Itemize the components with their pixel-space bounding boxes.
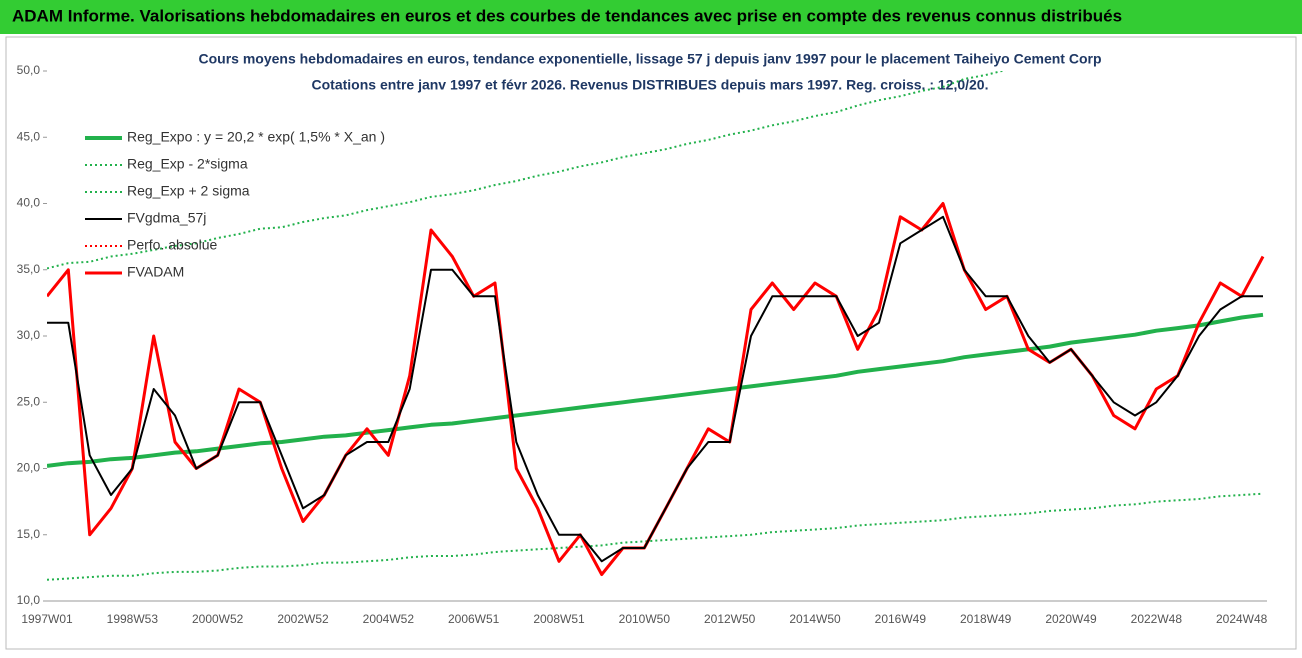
header-bar xyxy=(0,0,1302,34)
x-tick-label: 2020W49 xyxy=(1045,612,1097,626)
chart-title: Cours moyens hebdomadaires en euros, ten… xyxy=(198,51,1101,67)
x-tick-label: 2024W48 xyxy=(1216,612,1268,626)
series-line xyxy=(47,71,1006,270)
y-tick-label: 45,0 xyxy=(17,129,41,143)
y-tick-label: 25,0 xyxy=(17,394,41,408)
x-tick-label: 2006W51 xyxy=(448,612,500,626)
legend-label: FVADAM xyxy=(127,264,184,280)
y-tick-label: 30,0 xyxy=(17,328,41,342)
x-tick-label: 2010W50 xyxy=(619,612,671,626)
x-tick-label: 2014W50 xyxy=(789,612,841,626)
x-tick-label: 2022W48 xyxy=(1131,612,1183,626)
legend-label: Reg_Exp - 2*sigma xyxy=(127,156,248,172)
x-tick-label: 1997W01 xyxy=(21,612,73,626)
legend-label: Reg_Exp + 2 sigma xyxy=(127,183,250,199)
header-title: ADAM Informe. Valorisations hebdomadaire… xyxy=(12,6,1122,25)
legend-label: Perfo. absolue xyxy=(127,237,217,253)
x-tick-label: 2016W49 xyxy=(875,612,927,626)
x-tick-label: 2012W50 xyxy=(704,612,756,626)
y-tick-label: 15,0 xyxy=(17,527,41,541)
y-tick-label: 20,0 xyxy=(17,461,41,475)
x-tick-label: 2002W52 xyxy=(277,612,329,626)
legend-label: FVgdma_57j xyxy=(127,210,206,226)
x-tick-label: 2008W51 xyxy=(533,612,585,626)
chart-subtitle: Cotations entre janv 1997 et févr 2026. … xyxy=(312,77,989,93)
x-tick-label: 1998W53 xyxy=(107,612,159,626)
legend-label: Reg_Expo : y = 20,2 * exp( 1,5% * X_an ) xyxy=(127,129,385,145)
x-tick-label: 2000W52 xyxy=(192,612,244,626)
x-tick-label: 2018W49 xyxy=(960,612,1012,626)
series-line xyxy=(47,492,1264,581)
series-line xyxy=(47,312,1264,468)
y-tick-label: 40,0 xyxy=(17,196,41,210)
y-tick-label: 10,0 xyxy=(17,593,41,607)
series-line xyxy=(47,215,1263,563)
plot-area xyxy=(47,71,1265,581)
y-tick-label: 50,0 xyxy=(17,63,41,77)
y-tick-label: 35,0 xyxy=(17,262,41,276)
x-tick-label: 2004W52 xyxy=(363,612,415,626)
